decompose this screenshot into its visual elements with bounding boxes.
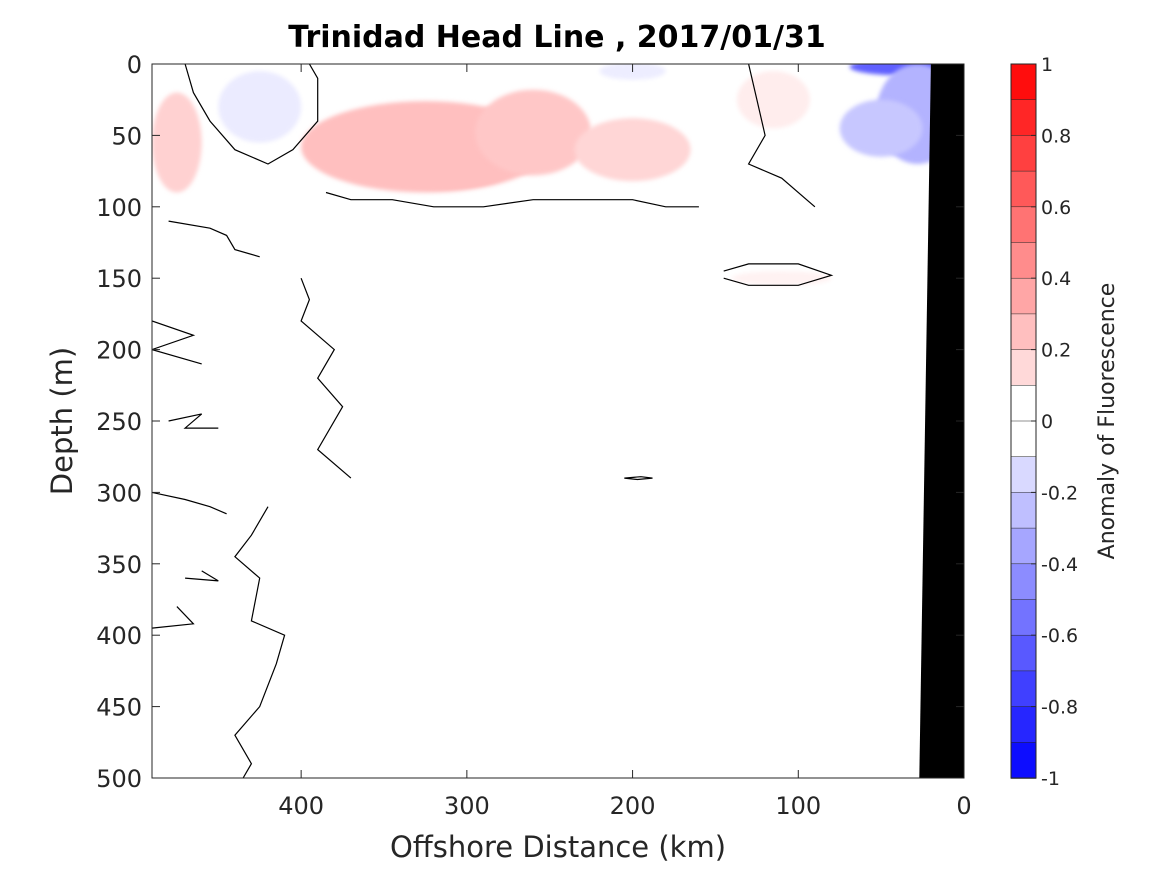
colorbar-tick-label: 0.8 (1041, 125, 1071, 147)
colorbar-cell (1010, 277, 1037, 315)
colorbar-cell (1010, 634, 1037, 672)
y-tick-label: 300 (96, 479, 142, 507)
colorbar-tick-label: -0.6 (1041, 625, 1078, 647)
zero-contour-line (184, 64, 319, 165)
colorbar-tick-label: -0.4 (1041, 554, 1078, 576)
colorbar-cell (1010, 313, 1037, 351)
seafloor-layer (919, 64, 964, 778)
zero-contour-layer (152, 64, 834, 778)
colorbar-cell (1010, 742, 1037, 779)
colorbar-cell (1010, 456, 1037, 494)
anomaly-patch (839, 99, 923, 157)
zero-contour-line (747, 64, 816, 208)
zero-contour-line (624, 476, 653, 481)
seafloor-shape (919, 64, 964, 778)
colorbar-cell (1010, 563, 1037, 601)
y-tick-label: 400 (96, 622, 142, 650)
colorbar-cell (1010, 349, 1037, 387)
plot-area: 400 300 200 100 0 0 50 100 150 200 250 300 350 400 45… (96, 51, 971, 820)
zero-contour-line (152, 606, 195, 629)
x-tick-label: 400 (278, 792, 324, 820)
colorbar-cell (1010, 170, 1037, 208)
zero-contour-line (152, 320, 202, 365)
x-axis-label: Offshore Distance (km) (390, 830, 726, 864)
zero-contour-line (168, 220, 260, 258)
colorbar-tick-label: 1 (1041, 54, 1053, 76)
plot-background (152, 64, 964, 778)
colorbar-cell (1010, 206, 1037, 244)
y-axis-ticks: 0 50 100 150 200 250 300 350 400 450 500 (96, 51, 964, 793)
zero-contour-line (185, 570, 219, 582)
y-tick-label: 0 (127, 51, 142, 79)
colorbar-label: Anomaly of Fluorescence (1095, 283, 1120, 560)
zero-contour-line (152, 491, 227, 515)
anomaly-patch (732, 271, 832, 286)
colorbar-cells (1010, 63, 1037, 779)
colorbar-cell (1010, 242, 1037, 279)
colorbar-cell (1010, 492, 1037, 529)
anomaly-patch (736, 71, 810, 129)
x-tick-label: 200 (610, 792, 656, 820)
colorbar-cell (1010, 99, 1037, 137)
y-axis-label: Depth (m) (45, 347, 79, 495)
colorbar-tick-label: 0.6 (1041, 197, 1071, 219)
anomaly-patch (218, 71, 302, 143)
y-tick-label: 500 (96, 765, 142, 793)
y-tick-label: 50 (111, 122, 142, 150)
zero-contour-line (300, 277, 352, 479)
y-tick-label: 150 (96, 265, 142, 293)
anomaly-fill-layer (152, 64, 960, 286)
x-tick-label: 0 (956, 792, 971, 820)
colorbar-cell (1010, 599, 1037, 636)
zero-contour-line (723, 263, 834, 286)
colorbar-cell (1010, 420, 1037, 458)
colorbar-tick-label: -0.8 (1041, 697, 1078, 719)
zero-contour-line (325, 191, 699, 208)
y-tick-label: 350 (96, 551, 142, 579)
colorbar-tick-label: 0.2 (1041, 340, 1071, 362)
colorbar-ticks: 1 0.8 0.6 0.4 0.2 0 -0.2 -0.4 -0.6 -0.8 -1 (1031, 54, 1078, 790)
anomaly-patch (475, 89, 592, 176)
x-axis-ticks: 400 300 200 100 0 (278, 64, 972, 820)
colorbar: 1 0.8 0.6 0.4 0.2 0 -0.2 -0.4 -0.6 -0.8 -1 Anomaly… (1010, 54, 1120, 790)
colorbar-tick-label: 0.4 (1041, 268, 1071, 290)
y-tick-label: 450 (96, 694, 142, 722)
colorbar-tick-label: -1 (1041, 768, 1060, 790)
colorbar-cell (1010, 706, 1037, 744)
anomaly-patch (152, 92, 202, 193)
colorbar-cell (1010, 527, 1037, 565)
colorbar-cell (1010, 385, 1037, 422)
y-tick-label: 250 (96, 408, 142, 436)
chart-title: Trinidad Head Line , 2017/01/31 (288, 20, 825, 55)
zero-contour-line (234, 506, 286, 778)
colorbar-tick-label: 0 (1041, 411, 1053, 433)
colorbar-tick-label: -0.2 (1041, 482, 1078, 504)
y-tick-label: 100 (96, 194, 142, 222)
colorbar-cell (1010, 670, 1037, 708)
anomaly-patch (574, 118, 691, 182)
x-tick-label: 300 (444, 792, 490, 820)
colorbar-cell (1010, 63, 1037, 101)
x-tick-label: 100 (775, 792, 821, 820)
zero-contour-line (168, 413, 219, 429)
colorbar-cell (1010, 135, 1037, 172)
y-tick-label: 200 (96, 337, 142, 365)
